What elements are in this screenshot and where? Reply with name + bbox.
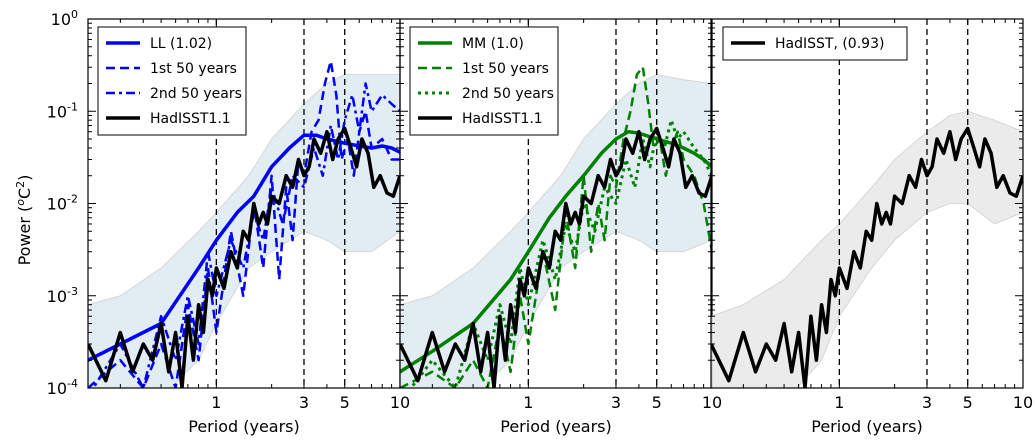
x-tick-label: 3 [922,393,932,412]
series-line-4 [400,126,712,388]
legend-label: 1st 50 years [150,61,237,77]
y-tick-label: 10-1 [47,100,78,121]
x-tick-label: 5 [963,393,973,412]
series-line-1 [711,126,1023,388]
x-tick-label: 10 [390,393,410,412]
panel-3: 1 3 5 10 Period (years) HadISST, (0.93) [710,18,1033,436]
legend-label: LL (1.02) [150,36,212,52]
legend-label: MM (1.0) [462,36,524,52]
series-line-3 [91,82,400,388]
x-tick-label: 1 [523,393,533,412]
x-tick-label: 3 [299,393,309,412]
legend-label: HadISST1.1 [150,111,231,127]
series-line-3 [409,118,712,388]
legend-label: 2nd 50 years [150,86,242,102]
y-axis-label: Power (oC2) [14,175,34,266]
y-tick-base: 10 [47,287,67,306]
legend-label: HadISST, (0.93) [775,36,884,52]
y-tick-base: 10 [47,102,67,121]
x-axis-label: Period (years) [188,417,300,436]
y-tick-exponent: -1 [67,100,78,113]
x-axis-label: Period (years) [811,417,923,436]
x-tick-label: 5 [340,393,350,412]
legend-label: 1st 50 years [462,61,549,77]
series-line-2 [88,59,400,388]
y-tick-base: 10 [51,10,71,29]
y-tick-label: 10-3 [47,285,78,306]
y-tick-base: 10 [47,195,67,214]
y-tick-base: 10 [47,379,67,398]
y-tick-exponent: -4 [67,377,78,390]
x-tick-label: 5 [652,393,662,412]
y-tick-exponent: -3 [67,285,78,298]
y-tick-label: 10-4 [47,377,78,398]
series-line-4 [88,126,400,388]
plot-area [88,19,400,388]
x-tick-label: 10 [702,393,722,412]
x-tick-label: 10 [1013,393,1033,412]
x-axis-label: Period (years) [500,417,612,436]
y-tick-label: 100 [51,8,78,29]
series-line-1 [400,129,712,374]
y-tick-exponent: -2 [67,193,78,206]
plot-area [711,19,1023,388]
x-tick-label: 1 [834,393,844,412]
x-tick-label: 1 [211,393,221,412]
y-tick-exponent: 0 [71,8,78,21]
y-tick-label: 10-2 [47,193,78,214]
panel-2: 1 3 5 10 Period (years) MM (1.0) 1st 50 years 2… [399,18,722,436]
plot-area [400,19,712,388]
x-tick-label: 3 [611,393,621,412]
legend-label: 2nd 50 years [462,86,554,102]
legend-label: HadISST1.1 [462,111,543,127]
